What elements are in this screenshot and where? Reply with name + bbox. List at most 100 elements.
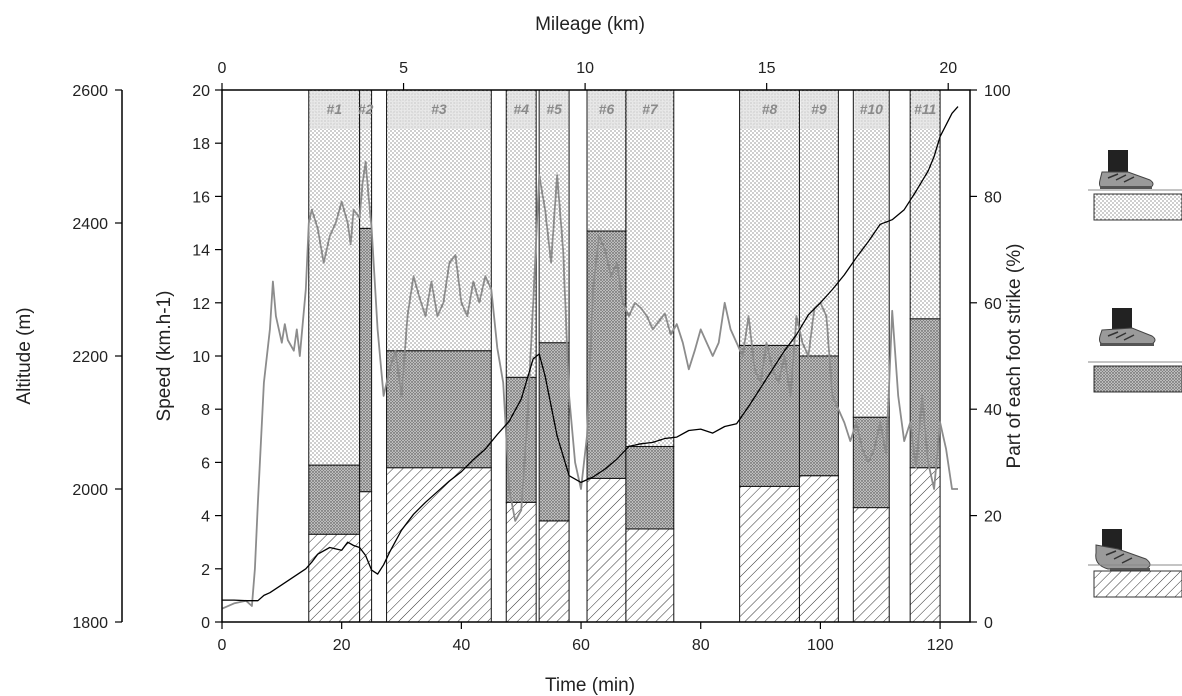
speed-tick-label-18: 18 bbox=[192, 136, 210, 153]
bar-label-bg-5 bbox=[540, 91, 569, 129]
bar-label-bg-6 bbox=[588, 91, 625, 129]
bar-midfoot-3 bbox=[386, 350, 492, 469]
bar-forefoot-11 bbox=[909, 467, 941, 623]
percent-tick-label-100: 100 bbox=[984, 83, 1011, 100]
midfoot-swatch bbox=[1093, 365, 1182, 393]
bar-midfoot-2 bbox=[359, 227, 373, 493]
bar-rearfoot-7 bbox=[625, 89, 675, 447]
mileage-tick-label-20: 20 bbox=[939, 60, 957, 77]
altitude-tick-label-2200: 2200 bbox=[72, 349, 108, 366]
segment-label-2: #2 bbox=[358, 101, 374, 117]
bar-midfoot-9 bbox=[798, 355, 839, 477]
segment-label-6: #6 bbox=[599, 101, 615, 117]
percent-tick-label-20: 20 bbox=[984, 509, 1002, 526]
bar-label-bg-9 bbox=[800, 91, 838, 129]
data-lines bbox=[221, 106, 959, 610]
series-line-2 bbox=[222, 106, 959, 602]
mileage-tick-label-15: 15 bbox=[758, 60, 776, 77]
bar-forefoot-4 bbox=[505, 501, 537, 623]
bar-label-bg-3 bbox=[387, 91, 491, 129]
bar-forefoot-8 bbox=[739, 485, 800, 623]
bar-forefoot-5 bbox=[538, 520, 570, 623]
rearfoot-shoe-icon bbox=[1099, 150, 1154, 189]
bar-forefoot-10 bbox=[852, 507, 890, 623]
percent-tick-label-0: 0 bbox=[984, 615, 993, 632]
foot-strike-legend bbox=[1088, 150, 1182, 598]
time-tick-label-80: 80 bbox=[692, 637, 710, 654]
time-tick-label-40: 40 bbox=[452, 637, 470, 654]
bar-forefoot-7 bbox=[625, 528, 675, 623]
midfoot-shoe-icon bbox=[1099, 308, 1156, 346]
forefoot-shoe-icon bbox=[1095, 529, 1151, 571]
top-axis-title: Mileage (km) bbox=[535, 14, 645, 35]
speed-tick-label-14: 14 bbox=[192, 243, 210, 260]
bar-forefoot-3 bbox=[386, 467, 492, 623]
segment-label-1: #1 bbox=[326, 101, 342, 117]
altitude-tick-label-2400: 2400 bbox=[72, 216, 108, 233]
bar-forefoot-6 bbox=[586, 477, 627, 623]
segment-label-9: #9 bbox=[811, 101, 827, 117]
percent-axis-title: Part of each foot strike (%) bbox=[1004, 244, 1025, 469]
speed-tick-label-10: 10 bbox=[192, 349, 210, 366]
bar-label-bg-2 bbox=[360, 91, 371, 129]
speed-axis-title: Speed (km.h-1) bbox=[154, 291, 175, 422]
altitude-axis-title: Altitude (m) bbox=[14, 307, 35, 404]
bar-rearfoot-9 bbox=[798, 89, 839, 357]
segment-label-3: #3 bbox=[431, 101, 447, 117]
time-tick-label-100: 100 bbox=[807, 637, 834, 654]
segment-label-5: #5 bbox=[546, 101, 562, 117]
altitude-tick-label-2600: 2600 bbox=[72, 83, 108, 100]
midfoot-legend-item bbox=[1088, 308, 1182, 393]
bar-label-bg-10 bbox=[854, 91, 889, 129]
forefoot-swatch bbox=[1093, 570, 1182, 598]
percent-tick-label-60: 60 bbox=[984, 296, 1002, 313]
rearfoot-legend-item bbox=[1088, 150, 1182, 221]
percent-tick-label-80: 80 bbox=[984, 189, 1002, 206]
segment-label-11: #11 bbox=[914, 101, 937, 117]
time-tick-label-0: 0 bbox=[218, 637, 227, 654]
segment-label-8: #8 bbox=[762, 101, 778, 117]
speed-tick-label-2: 2 bbox=[201, 562, 210, 579]
bar-label-bg-1 bbox=[309, 91, 359, 129]
percent-tick-label-40: 40 bbox=[984, 402, 1002, 419]
bottom-axis-title: Time (min) bbox=[545, 675, 635, 696]
speed-tick-label-8: 8 bbox=[201, 402, 210, 419]
bar-label-bg-7 bbox=[626, 91, 673, 129]
time-tick-label-20: 20 bbox=[333, 637, 351, 654]
bar-midfoot-11 bbox=[909, 318, 941, 469]
segment-label-10: #10 bbox=[860, 101, 884, 117]
bar-midfoot-8 bbox=[739, 344, 800, 487]
segment-label-7: #7 bbox=[642, 101, 659, 117]
bar-rearfoot-3 bbox=[386, 89, 492, 352]
bar-rearfoot-8 bbox=[739, 89, 800, 346]
bar-midfoot-1 bbox=[308, 464, 361, 535]
bar-label-bg-11 bbox=[911, 91, 940, 129]
speed-tick-label-12: 12 bbox=[192, 296, 210, 313]
bar-forefoot-9 bbox=[798, 475, 839, 623]
forefoot-legend-item bbox=[1088, 529, 1182, 598]
speed-tick-label-16: 16 bbox=[192, 189, 210, 206]
mileage-tick-label-0: 0 bbox=[218, 60, 227, 77]
rearfoot-swatch bbox=[1093, 193, 1182, 221]
bar-label-bg-8 bbox=[740, 91, 799, 129]
time-tick-label-120: 120 bbox=[927, 637, 954, 654]
time-tick-label-60: 60 bbox=[572, 637, 590, 654]
speed-tick-label-6: 6 bbox=[201, 455, 210, 472]
mileage-tick-label-5: 5 bbox=[399, 60, 408, 77]
speed-tick-label-0: 0 bbox=[201, 615, 210, 632]
mileage-tick-label-10: 10 bbox=[576, 60, 594, 77]
altitude-tick-label-2000: 2000 bbox=[72, 482, 108, 499]
bar-label-bg-4 bbox=[507, 91, 536, 129]
axes: 0 20 40 60 80 100 120 0 5 10 15 20 0 2 4 6 8 10 12 14 16 18 20… bbox=[72, 60, 1010, 654]
speed-tick-label-20: 20 bbox=[192, 83, 210, 100]
series-line-1 bbox=[221, 160, 958, 610]
bar-midfoot-6 bbox=[586, 230, 627, 479]
bar-forefoot-1 bbox=[308, 533, 361, 623]
bar-midfoot-4 bbox=[505, 376, 537, 503]
altitude-tick-label-1800: 1800 bbox=[72, 615, 108, 632]
stacked-bars: #1 #2 #3 #4 #5 #6 #7 #8 #9 #10 #11 bbox=[308, 89, 941, 623]
speed-tick-label-4: 4 bbox=[201, 509, 210, 526]
bar-midfoot-7 bbox=[625, 445, 675, 530]
